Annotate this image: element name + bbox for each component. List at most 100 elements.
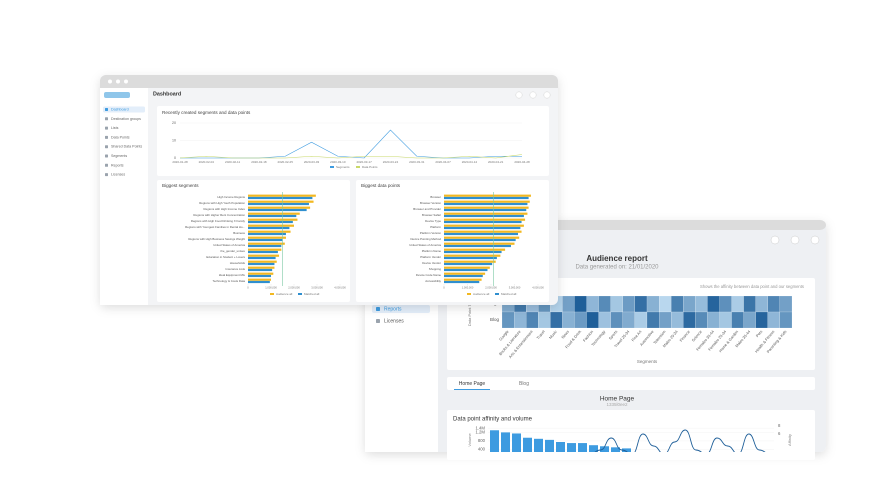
category-label: Platform (430, 225, 441, 229)
x-tick-label: 2020-03-31 (409, 160, 425, 164)
bar (567, 443, 576, 452)
active-item-bg (372, 305, 430, 313)
category-label: High Income Regions (217, 195, 245, 199)
sidebar-item[interactable]: Data Points (111, 135, 130, 139)
sidebar-item[interactable]: Licenses (384, 318, 404, 324)
bar (248, 200, 314, 203)
page-header: Dashboard (153, 91, 181, 97)
sidebar-item[interactable]: Destination groups (111, 117, 141, 121)
legend-label: Matched all (501, 292, 517, 296)
header-button[interactable] (515, 91, 523, 99)
category-label: United States of America (213, 243, 245, 247)
tab[interactable]: Home Page (459, 381, 486, 387)
bar (444, 244, 511, 248)
y2-tick-label: 6 (778, 431, 781, 436)
bar (545, 439, 554, 452)
heatmap-cell (514, 311, 527, 329)
category-label: Browser (430, 195, 441, 199)
sidebar-item[interactable]: Lists (111, 126, 119, 130)
heatmap-cell (610, 295, 623, 313)
bar (444, 208, 527, 212)
download-button[interactable] (770, 235, 780, 245)
window-dot (108, 79, 112, 84)
bar (444, 194, 531, 197)
bar (248, 238, 283, 242)
sidebar-item[interactable]: Reports (384, 306, 402, 312)
sidebar-icon (105, 145, 108, 149)
x-tick-label: 2020-03-10 (330, 160, 346, 164)
bar (444, 274, 483, 278)
heatmap-cell (671, 311, 684, 329)
x-tick-label: 2020-03-24 (383, 160, 399, 164)
sidebar-item[interactable]: Segments (111, 154, 127, 158)
category-label: Ideal Equipment Mix (219, 273, 246, 277)
recent-card (157, 106, 549, 176)
category-label: Education in Student + Lovers (206, 255, 245, 259)
bar (444, 200, 530, 203)
export-button[interactable] (810, 235, 820, 245)
header-button[interactable] (543, 91, 551, 99)
y-tick-label: 10 (172, 138, 176, 142)
bar (248, 236, 286, 239)
legend-label: Matched all (304, 292, 320, 296)
bar (444, 220, 522, 224)
heatmap-cell (622, 311, 635, 329)
notify-button[interactable] (790, 235, 800, 245)
bar (512, 433, 521, 452)
bar (600, 446, 609, 452)
volume-title: Data point affinity and volume (453, 417, 533, 423)
heatmap-cell (574, 295, 587, 313)
sidebar-item[interactable]: Dashboard (111, 107, 129, 111)
sidebar-icon (105, 117, 108, 121)
legend-swatch (270, 293, 274, 295)
category-label: Business (233, 231, 245, 235)
bar (248, 232, 286, 236)
y-tick-label: 1.4M (475, 425, 485, 430)
bar (444, 242, 515, 245)
bar (248, 244, 282, 248)
x-tick-label: 0 (443, 286, 445, 290)
sidebar-icon (105, 108, 108, 111)
bar (444, 232, 519, 236)
bar (444, 238, 516, 242)
bar (611, 447, 620, 452)
legend-swatch (330, 166, 334, 168)
legend-swatch (467, 293, 471, 295)
bar (248, 208, 307, 212)
heatmap-cell (767, 311, 780, 329)
tab[interactable]: Blog (519, 381, 529, 387)
bar (248, 262, 275, 266)
sidebar-item[interactable]: Shared Data Points (111, 145, 142, 149)
category-label: Platform Version (420, 231, 442, 235)
legend-swatch (356, 166, 360, 168)
x-tick-label: 4,000,000 (532, 286, 544, 290)
sidebar-icon (105, 163, 108, 167)
tabs-card (447, 377, 815, 390)
category-label: Shopping (429, 267, 442, 271)
legend-swatch (298, 293, 302, 295)
bar (444, 218, 526, 221)
category-label: Accessibility (425, 279, 441, 283)
bar (248, 226, 290, 230)
active-item-bg (103, 106, 145, 113)
bar (248, 194, 316, 197)
bar (248, 202, 309, 206)
category-label: Insurance Lists (226, 267, 246, 271)
category-label: Platform Vendor (420, 255, 441, 259)
bar (248, 256, 276, 260)
section-title: Home Page (600, 396, 635, 403)
x-tick-label: 2,000,000 (485, 286, 497, 290)
x-tick-label: 1,000,000 (462, 286, 474, 290)
sidebar-item[interactable]: Reports (111, 163, 124, 167)
bar (248, 230, 291, 233)
bar (523, 437, 532, 452)
window-dot (116, 79, 120, 84)
logo (104, 92, 130, 98)
card-title: Biggest segments (162, 183, 199, 188)
y-axis-label: Volume (467, 433, 472, 447)
sidebar-icon (105, 126, 108, 130)
category-label: Browser Version (420, 201, 441, 205)
heatmap-cell (526, 311, 539, 329)
header-button[interactable] (529, 91, 537, 99)
sidebar-item[interactable]: Licenses (111, 173, 125, 177)
